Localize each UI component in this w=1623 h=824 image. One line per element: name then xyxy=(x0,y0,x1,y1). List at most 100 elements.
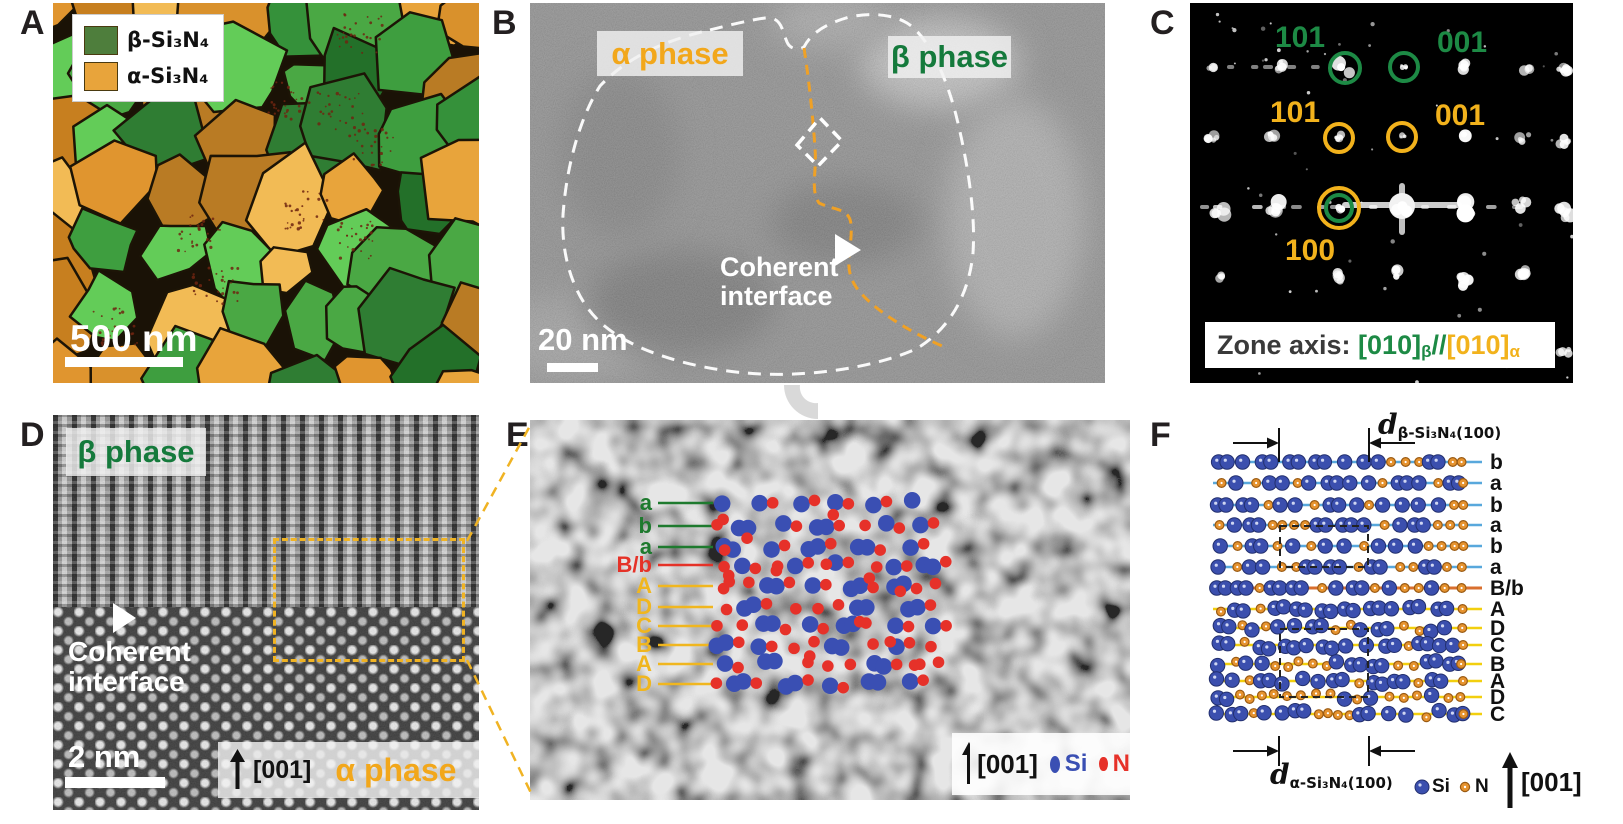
n-atom xyxy=(822,660,834,672)
si-highlight xyxy=(1365,479,1369,483)
si-highlight xyxy=(1313,521,1317,525)
si-highlight xyxy=(1312,458,1316,462)
speckle xyxy=(352,126,357,130)
si-highlight xyxy=(1303,563,1307,567)
si-highlight xyxy=(1216,542,1220,546)
si-atom xyxy=(750,638,768,655)
si-highlight xyxy=(1297,584,1302,588)
speckle xyxy=(195,243,199,247)
si-atom xyxy=(1392,517,1408,533)
speckle xyxy=(289,117,293,121)
si-highlight xyxy=(1267,584,1271,588)
speckle xyxy=(343,13,347,17)
speckle xyxy=(329,115,332,118)
speckle xyxy=(295,208,299,212)
si-highlight xyxy=(1342,642,1346,646)
n-highlight xyxy=(1255,481,1258,485)
speckle xyxy=(207,266,211,270)
si-highlight xyxy=(1364,710,1368,714)
zone-axis-beta-sub: β xyxy=(1421,342,1432,361)
n-highlight xyxy=(1358,682,1361,685)
si-atom xyxy=(1235,603,1251,619)
streak xyxy=(1447,205,1457,209)
speckle xyxy=(344,40,349,44)
speckle xyxy=(198,283,203,288)
satellite xyxy=(1338,42,1341,46)
si-highlight xyxy=(1223,695,1227,700)
speckle xyxy=(286,222,289,224)
speckle xyxy=(292,91,295,94)
si-highlight xyxy=(1382,642,1386,647)
satellite xyxy=(1446,29,1450,33)
direction-label: [001] xyxy=(253,755,312,784)
si-highlight xyxy=(1286,458,1290,462)
speckle xyxy=(336,33,339,36)
satellite xyxy=(1260,26,1266,31)
spot xyxy=(1336,130,1346,140)
streak xyxy=(1200,205,1210,209)
interface-label: Coherent interface xyxy=(720,252,839,312)
direction-label: [001] xyxy=(1521,767,1582,797)
speckle xyxy=(288,204,292,208)
n-highlight xyxy=(1296,481,1299,485)
si-highlight xyxy=(1332,658,1337,662)
n-atom xyxy=(803,650,816,662)
n-highlight xyxy=(1460,565,1463,569)
speckle xyxy=(386,136,389,139)
streak xyxy=(1227,65,1235,69)
n-highlight xyxy=(1452,503,1456,507)
si-atom xyxy=(1293,580,1309,596)
beta-001-label: 001 xyxy=(1437,26,1488,59)
speckle xyxy=(369,254,372,257)
si-atom xyxy=(1383,601,1400,617)
layer-label: A xyxy=(1490,598,1506,621)
speckle xyxy=(346,234,349,237)
speckle xyxy=(348,134,352,138)
si-highlight xyxy=(1234,584,1238,588)
speckle xyxy=(275,81,278,84)
n-atom xyxy=(766,497,779,509)
n-atom xyxy=(788,642,800,655)
si-atom xyxy=(766,652,783,670)
speckle xyxy=(283,112,286,115)
si-atom xyxy=(739,519,757,537)
alpha-001-label: 001 xyxy=(1435,99,1486,132)
speckle xyxy=(315,215,319,218)
grain xyxy=(259,246,314,295)
si-atom xyxy=(1386,637,1403,653)
si-atom xyxy=(1436,620,1453,636)
alpha-100-label: 100 xyxy=(1285,234,1336,267)
si-atom xyxy=(1349,497,1365,513)
speckle xyxy=(202,219,206,223)
scale-bar-label: 20 nm xyxy=(538,322,628,357)
satellite xyxy=(1483,45,1487,48)
speckle xyxy=(361,152,364,154)
speckle xyxy=(363,128,367,131)
n-highlight xyxy=(1461,679,1465,683)
zone-axis-beta: [010] xyxy=(1358,329,1422,360)
speckle xyxy=(373,129,377,133)
si-atom xyxy=(1445,637,1461,654)
si-highlight xyxy=(1291,707,1296,711)
layer-label: b xyxy=(1490,535,1503,558)
n-atom xyxy=(790,602,802,615)
si-highlight xyxy=(1246,521,1250,525)
si-legend-label: Si xyxy=(1064,750,1088,777)
n-highlight xyxy=(1349,623,1353,626)
spot xyxy=(1518,196,1527,204)
si-atom xyxy=(764,615,781,632)
speckle xyxy=(354,97,356,99)
streak xyxy=(1311,65,1320,69)
si-atom xyxy=(1430,454,1446,470)
n-atom xyxy=(820,578,832,591)
speckle xyxy=(348,98,351,101)
speckle xyxy=(316,91,320,94)
speckle xyxy=(351,227,353,230)
spot xyxy=(1558,62,1569,73)
spot xyxy=(1343,67,1355,79)
alpha-100-outer-circle xyxy=(1317,186,1361,230)
si-highlight xyxy=(1428,584,1432,588)
speckle xyxy=(236,299,239,303)
satellite xyxy=(1371,148,1374,151)
satellite xyxy=(1554,51,1558,56)
